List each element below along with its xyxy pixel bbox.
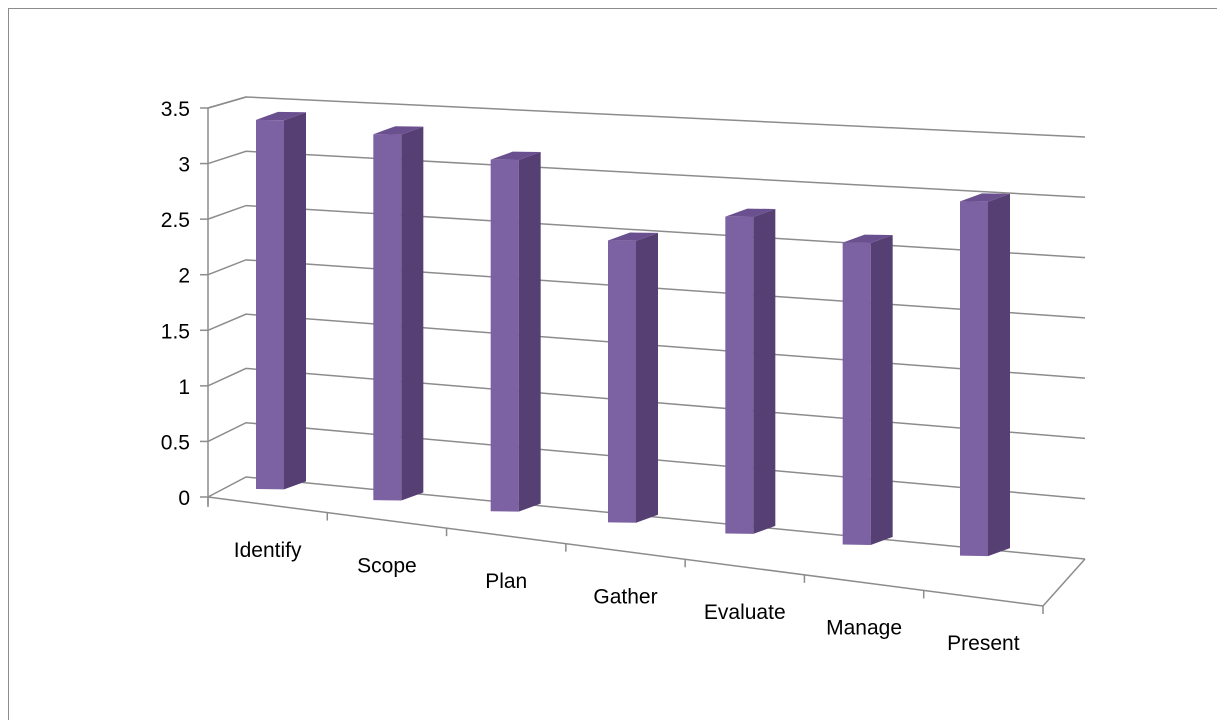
- bar-front: [960, 201, 988, 557]
- bar-front: [373, 134, 402, 501]
- bar-front: [256, 119, 284, 490]
- x-tick-label: Evaluate: [704, 601, 786, 624]
- bar-top: [725, 208, 776, 217]
- x-tick-label: Present: [947, 632, 1020, 655]
- bar-series: [256, 111, 1010, 557]
- y-axis-ticks: 0 0.5 1 1.5 2 2.5 3 3.5: [161, 98, 208, 510]
- gridline: [207, 204, 1086, 259]
- bar-side: [401, 126, 424, 501]
- gridlines: [207, 96, 1086, 560]
- bar-top: [608, 232, 658, 241]
- gridline: [207, 313, 1086, 379]
- bar-side: [870, 235, 893, 545]
- bar-scope: [373, 126, 424, 501]
- bar-front: [490, 159, 519, 512]
- x-tick-label: Manage: [826, 617, 902, 640]
- x-axis-line: [207, 496, 1044, 607]
- y-tick-label: 0: [178, 487, 190, 510]
- bar-evaluate: [725, 208, 776, 534]
- bar-present: [960, 193, 1010, 557]
- bar-identify: [256, 111, 306, 490]
- bar-top: [842, 234, 893, 244]
- bar-side: [518, 152, 541, 512]
- gridline: [207, 259, 1086, 319]
- x-tick-label: Gather: [593, 586, 657, 609]
- x-tick-label: Scope: [357, 554, 417, 577]
- bar-top: [490, 151, 541, 161]
- bar-manage: [842, 234, 893, 545]
- bar-top: [256, 111, 306, 121]
- y-tick-label: 0.5: [161, 431, 190, 454]
- gridline: [207, 150, 1086, 199]
- gridline: [207, 96, 1086, 138]
- bar-side: [753, 208, 776, 534]
- bar-side: [636, 232, 658, 523]
- bar-gather: [608, 232, 658, 523]
- gridline: [207, 367, 1086, 440]
- bar-top: [373, 126, 424, 135]
- y-tick-label: 3.5: [161, 98, 190, 121]
- bar-side: [988, 193, 1010, 557]
- y-tick-label: 2.5: [161, 209, 190, 232]
- x-axis-ticks: Identify Scope Plan Gather Evaluate Manage Pre…: [207, 497, 1020, 655]
- floor-right-edge: [1042, 558, 1086, 607]
- y-tick-label: 1: [178, 376, 190, 399]
- x-tick-label: Plan: [485, 570, 527, 593]
- gridline: [207, 476, 1086, 560]
- bar-front: [842, 242, 871, 545]
- gridline: [207, 421, 1086, 500]
- bar-side: [284, 112, 306, 490]
- y-tick-label: 3: [178, 154, 190, 177]
- bar-front: [725, 216, 754, 534]
- y-tick-label: 1.5: [161, 320, 190, 343]
- bar-front: [608, 240, 636, 523]
- bar-top: [960, 193, 1010, 202]
- x-tick-label: Identify: [234, 539, 302, 562]
- y-tick-label: 2: [178, 265, 190, 288]
- bar-plan: [490, 151, 541, 512]
